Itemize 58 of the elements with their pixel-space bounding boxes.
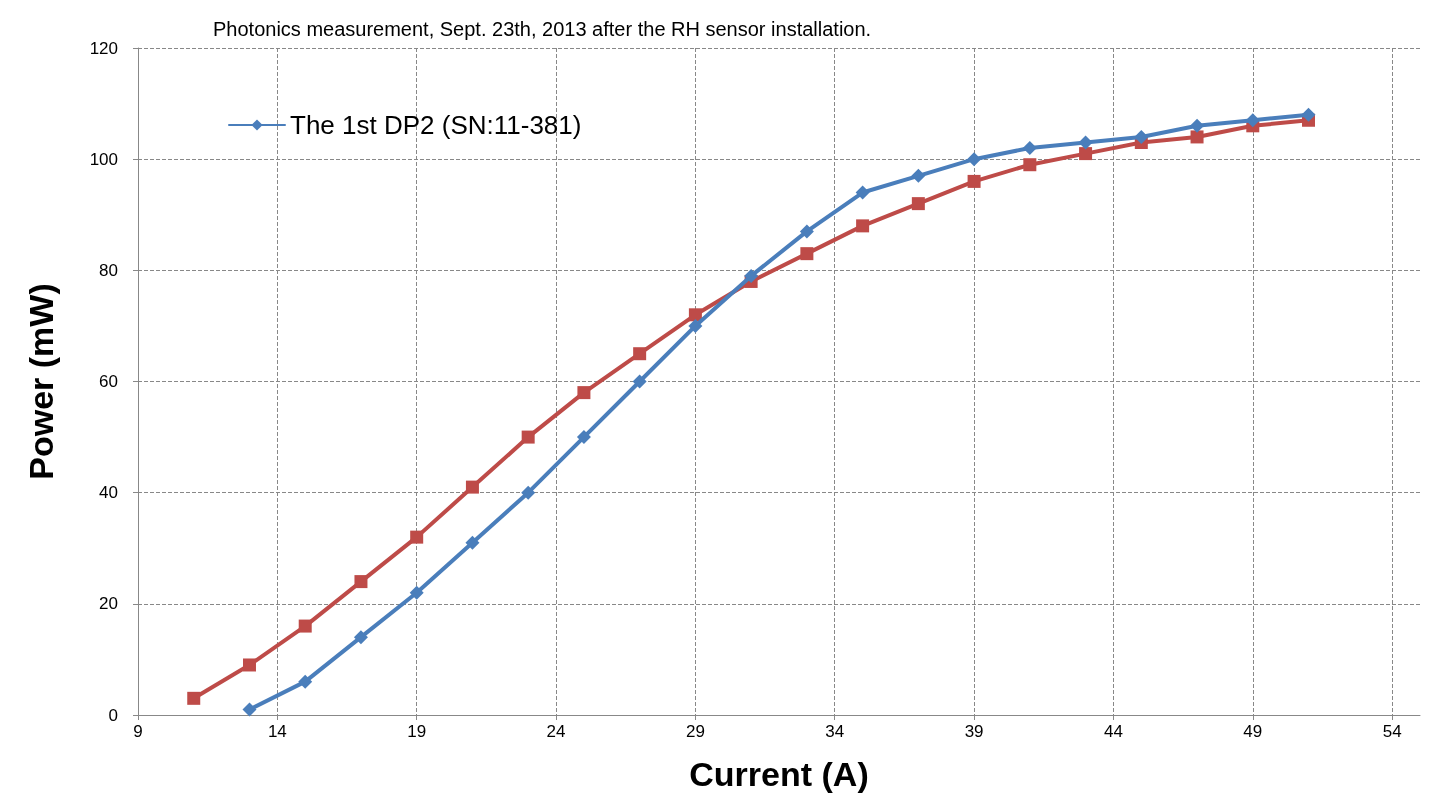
point bbox=[1022, 141, 1037, 156]
point bbox=[632, 374, 647, 389]
point bbox=[242, 658, 256, 672]
point bbox=[1301, 107, 1316, 122]
point bbox=[1190, 118, 1205, 133]
point bbox=[744, 268, 759, 283]
y-tick-label: 80 bbox=[99, 260, 118, 280]
point bbox=[911, 197, 925, 211]
x-axis-title: Current (A) bbox=[689, 755, 869, 793]
y-tick-label: 60 bbox=[99, 372, 118, 391]
point bbox=[354, 575, 368, 589]
y-tick-label: 40 bbox=[99, 483, 118, 503]
point bbox=[465, 480, 479, 494]
point bbox=[298, 619, 312, 633]
point bbox=[855, 185, 870, 200]
x-tick-label: 24 bbox=[546, 722, 566, 741]
legend-label: The 1st DP2 (SN:11-381) bbox=[290, 110, 582, 140]
x-tick-label: 14 bbox=[267, 722, 287, 741]
x-tick-label: 19 bbox=[407, 722, 427, 741]
point bbox=[353, 630, 368, 645]
y-tick-label: 120 bbox=[89, 38, 118, 58]
y-tick-label: 0 bbox=[108, 705, 118, 725]
point bbox=[856, 219, 870, 233]
y-tick-label: 100 bbox=[89, 149, 118, 169]
point bbox=[577, 386, 591, 400]
point bbox=[799, 224, 814, 239]
point bbox=[1078, 135, 1093, 150]
y-axis-title: Power (mW) bbox=[22, 283, 60, 480]
point bbox=[410, 530, 424, 544]
x-tick-label: 49 bbox=[1243, 722, 1263, 741]
point bbox=[521, 485, 536, 500]
point bbox=[967, 152, 982, 167]
point bbox=[911, 168, 926, 183]
point bbox=[576, 430, 591, 445]
point bbox=[633, 347, 647, 361]
chart-title: Photonics measurement, Sept. 23th, 2013 after the RH sensor installation. bbox=[213, 18, 872, 40]
point bbox=[1023, 158, 1037, 172]
point bbox=[1079, 147, 1093, 161]
x-tick-label: 29 bbox=[685, 722, 705, 741]
y-tick-label: 20 bbox=[99, 594, 118, 614]
point bbox=[688, 318, 703, 333]
x-tick-label: 39 bbox=[964, 722, 984, 741]
point bbox=[465, 535, 480, 550]
x-tick-label: 9 bbox=[133, 722, 143, 741]
point bbox=[409, 585, 424, 600]
point bbox=[800, 247, 814, 261]
point bbox=[187, 691, 201, 705]
x-tick-label: 54 bbox=[1382, 722, 1402, 741]
point bbox=[688, 308, 702, 322]
point bbox=[1134, 129, 1149, 144]
point bbox=[242, 702, 257, 717]
x-tick-label: 34 bbox=[825, 722, 845, 741]
point bbox=[298, 674, 313, 689]
point bbox=[1190, 130, 1204, 144]
point bbox=[521, 430, 535, 444]
point bbox=[1245, 113, 1260, 128]
point bbox=[967, 174, 981, 188]
x-tick-label: 44 bbox=[1103, 722, 1123, 741]
